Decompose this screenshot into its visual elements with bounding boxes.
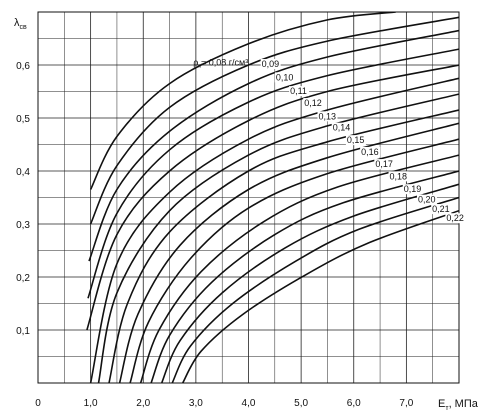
series-curve-0-14: [97, 93, 459, 383]
series-curve-0-13: [89, 77, 459, 383]
series-label: 0,13: [318, 111, 336, 121]
series-label: 0,10: [276, 72, 294, 82]
series-label-bg: [402, 184, 423, 195]
series-curve-0-08: [89, 12, 396, 190]
series-curve-0-12: [86, 64, 459, 331]
y-tick-label: 0,3: [16, 220, 30, 231]
series-label: 0,11: [290, 86, 307, 96]
series-label: 0,15: [347, 135, 365, 145]
series-label: 0,09: [262, 59, 280, 69]
series-curve-0-11: [87, 48, 459, 299]
series-label: 0,17: [375, 159, 393, 169]
series-labels: 0,09 0,10 0,11 0,12 0,13 0,14 0,15 0,16 0,17 0,18…: [260, 59, 466, 224]
x-tick-label: 0: [35, 398, 41, 409]
series-label: 0,20: [418, 195, 436, 205]
series-label-bg: [416, 194, 437, 205]
series-curve-0-18: [139, 154, 459, 383]
series-label-bg: [303, 98, 324, 109]
tick-labels: 0 1,0 2,0 3,0 4,0 5,0 6,0 7,0 0,1 0,2 0,3 0,4 0,5 0,6: [16, 61, 414, 409]
x-tick-label: 2,0: [136, 398, 150, 409]
x-tick-label: 1,0: [84, 398, 98, 409]
series-curve-0-22: [182, 209, 459, 383]
series-curves: [86, 12, 459, 383]
series-curve-0-16: [118, 122, 459, 383]
series-label: 0,12: [304, 98, 322, 108]
series-label-bg: [331, 122, 352, 133]
density-legend-label: ρк= 0,08 г/см³: [193, 58, 248, 70]
series-curve-0-21: [171, 196, 459, 383]
y-tick-label: 0,2: [16, 273, 30, 284]
x-tick-label: 6,0: [347, 398, 361, 409]
series-label-bg: [345, 135, 366, 146]
series-label-bg: [260, 59, 281, 70]
series-curve-0-09: [89, 16, 459, 225]
series-label-bg: [274, 72, 295, 83]
y-axis-label: λсв: [14, 17, 27, 31]
series-curve-0-17: [129, 138, 459, 383]
y-tick-label: 0,4: [16, 167, 30, 178]
series-label-bg: [431, 204, 452, 215]
x-tick-label: 7,0: [399, 398, 413, 409]
x-tick-label: 4,0: [242, 398, 256, 409]
series-label: 0,16: [361, 147, 379, 157]
x-tick-label: 5,0: [294, 398, 308, 409]
x-tick-label: 3,0: [189, 398, 203, 409]
series-label: 0,14: [333, 123, 351, 133]
series-label-bg: [374, 159, 395, 170]
y-tick-label: 0,5: [16, 114, 30, 125]
series-curve-0-10: [88, 29, 459, 262]
series-label: 0,21: [432, 204, 450, 214]
series-curve-0-15: [108, 109, 459, 383]
series-label-bg: [289, 86, 310, 97]
series-label-bg: [317, 111, 338, 122]
series-label-bg: [360, 146, 381, 157]
y-tick-label: 0,6: [16, 61, 30, 72]
series-label: 0,22: [446, 213, 464, 223]
series-label-bg: [445, 213, 466, 224]
series-curve-0-19: [150, 170, 459, 383]
x-axis-label: Eт, МПа: [438, 398, 479, 412]
series-label: 0,19: [404, 184, 422, 194]
y-tick-label: 0,1: [16, 326, 30, 337]
series-curve-0-20: [160, 183, 459, 383]
series-label-bg: [388, 171, 409, 182]
series-label: 0,18: [390, 171, 408, 181]
